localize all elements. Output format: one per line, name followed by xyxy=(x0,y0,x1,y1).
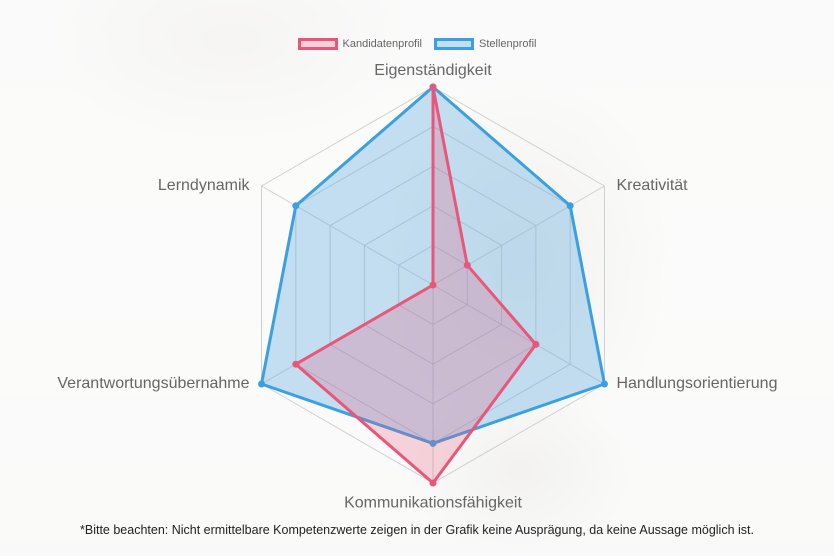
axis-label-2: Kreativität xyxy=(616,177,688,194)
legend-item-kandidatenprofil[interactable]: Kandidatenprofil xyxy=(297,38,423,50)
chart-legend: Kandidatenprofil Stellenprofil xyxy=(0,38,834,50)
legend-item-stellenprofil[interactable]: Stellenprofil xyxy=(434,38,537,50)
data-point-kandidatenprofil-6 xyxy=(429,281,437,289)
axis-label-6: Lerndynamik xyxy=(158,177,251,194)
grid-spoke-6 xyxy=(261,185,434,286)
legend-swatch-kandidatenprofil xyxy=(297,38,338,50)
data-point-stellenprofil-2 xyxy=(566,202,574,210)
grid-spoke-2 xyxy=(432,185,605,286)
legend-swatch-stellenprofil xyxy=(434,38,475,50)
data-point-stellenprofil-4 xyxy=(429,439,437,447)
data-point-kandidatenprofil-5 xyxy=(292,360,300,368)
axis-label-1: Eigenständigkeit xyxy=(374,62,492,79)
data-point-kandidatenprofil-4 xyxy=(429,479,437,487)
legend-label-kandidatenprofil: Kandidatenprofil xyxy=(342,38,423,50)
axis-label-4: Kommunikationsfähigkeit xyxy=(344,494,522,511)
grid-spoke-3 xyxy=(432,284,605,385)
data-point-stellenprofil-5 xyxy=(258,380,266,388)
data-point-kandidatenprofil-1 xyxy=(429,83,437,91)
axis-label-5: Verantwortungsübernahme xyxy=(57,375,249,392)
data-point-stellenprofil-3 xyxy=(600,380,608,388)
footnote: *Bitte beachten: Nicht ermittelbare Komp… xyxy=(80,523,754,537)
data-point-kandidatenprofil-2 xyxy=(463,261,471,269)
axis-label-3: Handlungsorientierung xyxy=(616,375,777,392)
data-point-stellenprofil-6 xyxy=(292,202,300,210)
legend-label-stellenprofil: Stellenprofil xyxy=(479,38,537,50)
data-point-kandidatenprofil-3 xyxy=(532,340,540,348)
